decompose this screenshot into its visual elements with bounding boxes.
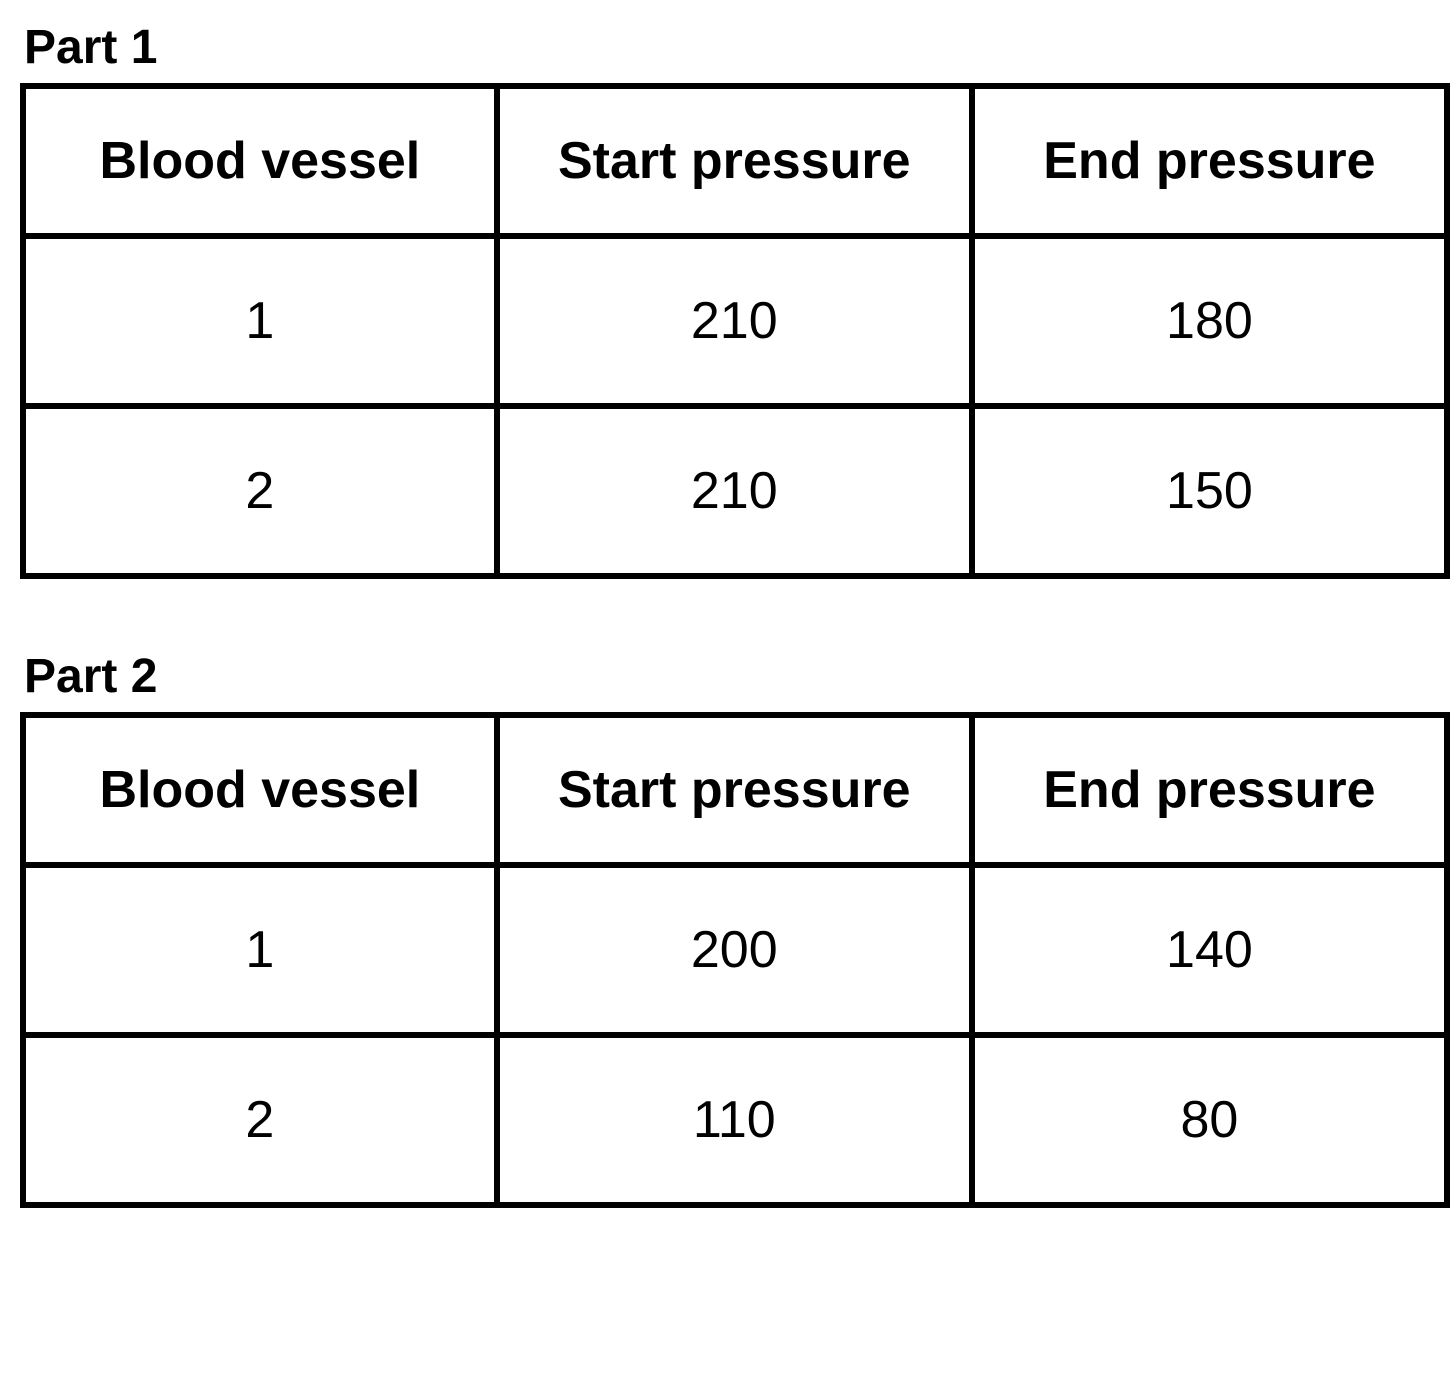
part-2-table: Blood vessel Start pressure End pressure… bbox=[20, 712, 1450, 1208]
table-cell: 210 bbox=[497, 236, 972, 406]
column-header-end-pressure: End pressure bbox=[972, 715, 1447, 865]
table-row: 2 110 80 bbox=[23, 1035, 1447, 1205]
table-row: 1 210 180 bbox=[23, 236, 1447, 406]
table-cell: 110 bbox=[497, 1035, 972, 1205]
part-1-heading: Part 1 bbox=[24, 20, 1435, 75]
part-2-heading: Part 2 bbox=[24, 649, 1435, 704]
table-cell: 200 bbox=[497, 865, 972, 1035]
part-1-table: Blood vessel Start pressure End pressure… bbox=[20, 83, 1450, 579]
table-cell: 1 bbox=[23, 236, 497, 406]
table-cell: 180 bbox=[972, 236, 1447, 406]
table-cell: 2 bbox=[23, 1035, 497, 1205]
table-header-row: Blood vessel Start pressure End pressure bbox=[23, 715, 1447, 865]
column-header-blood-vessel: Blood vessel bbox=[23, 86, 497, 236]
table-header-row: Blood vessel Start pressure End pressure bbox=[23, 86, 1447, 236]
table-cell: 150 bbox=[972, 406, 1447, 576]
table-cell: 210 bbox=[497, 406, 972, 576]
column-header-blood-vessel: Blood vessel bbox=[23, 715, 497, 865]
table-row: 2 210 150 bbox=[23, 406, 1447, 576]
table-cell: 2 bbox=[23, 406, 497, 576]
column-header-end-pressure: End pressure bbox=[972, 86, 1447, 236]
part-1-section: Part 1 Blood vessel Start pressure End p… bbox=[20, 20, 1435, 579]
column-header-start-pressure: Start pressure bbox=[497, 86, 972, 236]
table-cell: 1 bbox=[23, 865, 497, 1035]
table-cell: 80 bbox=[972, 1035, 1447, 1205]
part-2-section: Part 2 Blood vessel Start pressure End p… bbox=[20, 649, 1435, 1208]
table-row: 1 200 140 bbox=[23, 865, 1447, 1035]
table-cell: 140 bbox=[972, 865, 1447, 1035]
column-header-start-pressure: Start pressure bbox=[497, 715, 972, 865]
